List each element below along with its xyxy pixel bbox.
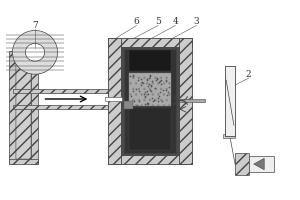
Point	[133, 87, 138, 90]
Point	[131, 74, 136, 77]
Bar	[124, 101, 133, 109]
Text: 6: 6	[134, 17, 140, 26]
Point	[144, 78, 149, 81]
Bar	[121, 47, 179, 155]
Point	[147, 74, 152, 77]
Point	[147, 76, 152, 79]
Bar	[108, 38, 192, 47]
Point	[161, 89, 166, 92]
Bar	[31, 51, 38, 164]
Bar	[235, 153, 249, 175]
Ellipse shape	[21, 39, 49, 66]
Ellipse shape	[14, 32, 56, 73]
Bar	[124, 49, 176, 153]
Point	[149, 96, 154, 99]
Point	[129, 94, 134, 97]
Point	[164, 79, 169, 82]
Point	[154, 78, 159, 81]
Point	[164, 80, 168, 83]
Point	[130, 89, 135, 92]
Point	[142, 92, 147, 96]
Point	[149, 79, 154, 83]
Point	[136, 99, 141, 103]
Text: 7: 7	[32, 21, 38, 30]
Point	[146, 93, 151, 96]
Ellipse shape	[22, 40, 47, 64]
Point	[128, 74, 133, 77]
Point	[146, 85, 151, 88]
Point	[142, 102, 147, 106]
Point	[156, 94, 161, 97]
Text: 5: 5	[155, 17, 161, 26]
Point	[143, 94, 148, 97]
Bar	[129, 50, 171, 71]
Bar	[223, 134, 235, 138]
Text: 4: 4	[172, 17, 178, 26]
Point	[135, 103, 140, 107]
Bar	[9, 51, 16, 164]
Point	[146, 101, 151, 105]
Bar	[16, 51, 31, 159]
Point	[167, 85, 171, 88]
Bar	[9, 159, 38, 164]
Bar	[129, 73, 171, 106]
Point	[131, 74, 136, 77]
Bar	[108, 155, 192, 164]
Bar	[225, 66, 235, 136]
Point	[165, 91, 170, 94]
Point	[156, 96, 161, 100]
Polygon shape	[254, 158, 264, 170]
Point	[139, 80, 144, 84]
Point	[139, 83, 144, 86]
Point	[148, 89, 153, 92]
Point	[148, 73, 152, 77]
Bar	[13, 89, 108, 93]
Point	[148, 89, 152, 92]
Bar	[16, 51, 31, 159]
Bar	[249, 156, 274, 172]
Bar	[108, 38, 121, 164]
Ellipse shape	[13, 30, 58, 74]
Point	[144, 78, 149, 81]
Point	[146, 83, 151, 86]
Point	[145, 102, 150, 105]
Point	[152, 98, 156, 102]
Ellipse shape	[17, 35, 52, 69]
Point	[139, 77, 143, 80]
Text: 3: 3	[194, 17, 199, 26]
Bar	[179, 38, 192, 164]
Point	[160, 99, 164, 103]
Point	[140, 81, 145, 84]
Point	[159, 82, 164, 85]
Bar	[129, 108, 171, 150]
Ellipse shape	[16, 34, 54, 71]
Point	[155, 99, 160, 103]
Point	[154, 76, 159, 79]
Point	[131, 100, 136, 103]
Point	[145, 102, 149, 105]
Point	[145, 89, 149, 92]
Bar	[179, 99, 205, 102]
Point	[142, 90, 147, 93]
Point	[156, 81, 161, 84]
Point	[151, 99, 155, 102]
Point	[148, 85, 153, 88]
Bar	[13, 105, 108, 109]
Point	[158, 79, 163, 82]
Point	[158, 79, 162, 83]
Text: 2: 2	[246, 70, 251, 79]
Point	[153, 87, 158, 90]
Point	[142, 95, 147, 98]
Bar	[105, 97, 122, 101]
Point	[137, 90, 142, 93]
Point	[165, 93, 170, 97]
Point	[136, 79, 141, 82]
Point	[148, 83, 153, 86]
Point	[164, 88, 169, 92]
Point	[157, 90, 162, 94]
Ellipse shape	[26, 43, 45, 61]
Point	[155, 77, 160, 81]
Ellipse shape	[19, 37, 51, 68]
